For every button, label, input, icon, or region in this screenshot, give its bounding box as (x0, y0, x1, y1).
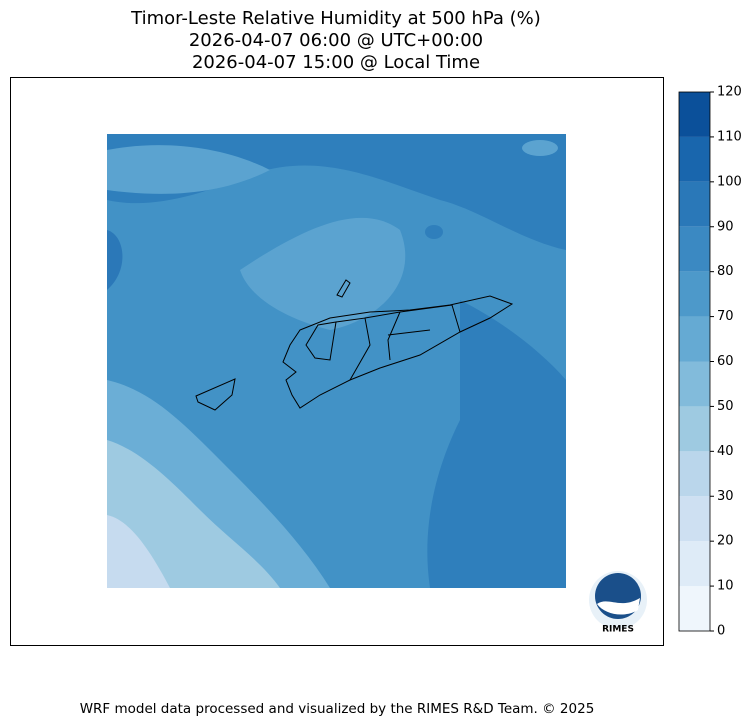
colorbar-bin (679, 406, 710, 452)
logo: RIMES (589, 571, 647, 635)
colorbar-bin (679, 316, 710, 362)
title-line: Timor-Leste Relative Humidity at 500 hPa… (130, 8, 541, 29)
colorbar-tick-label: 60 (717, 354, 734, 369)
colorbar-tick-label: 110 (717, 129, 742, 144)
colorbar-tick-label: 10 (717, 579, 734, 594)
colorbar-bin (679, 181, 710, 227)
colorbar-tick-label: 50 (717, 399, 734, 414)
colorbar-bin (679, 541, 710, 587)
colorbar-bin (679, 496, 710, 542)
humidity-field (107, 134, 566, 588)
title-line: 2026-04-07 06:00 @ UTC+00:00 (189, 30, 483, 51)
colorbar-tick-label: 30 (717, 489, 734, 504)
colorbar-tick-label: 70 (717, 309, 734, 324)
logo-text: RIMES (602, 625, 634, 635)
colorbar-tick-label: 120 (717, 85, 742, 100)
colorbar-bin (679, 92, 710, 137)
colorbar-tick-label: 100 (717, 174, 742, 189)
title-line: 2026-04-07 15:00 @ Local Time (192, 52, 480, 73)
country-borders (195, 279, 514, 411)
colorbar-bin (679, 226, 710, 272)
footer: WRF model data processed and visualized … (80, 701, 595, 717)
colorbar-tick-label: 90 (717, 219, 734, 234)
colorbar-bin (679, 451, 710, 497)
colorbar: 0 10 20 30 40 50 60 70 80 90 100 110 120 (678, 85, 742, 639)
colorbar-bin (679, 361, 710, 407)
colorbar-bin (679, 136, 710, 182)
colorbar-tick-label: 0 (717, 624, 725, 639)
colorbar-tick-label: 20 (717, 534, 734, 549)
colorbar-bin (679, 586, 710, 631)
colorbar-tick-label: 40 (717, 444, 734, 459)
colorbar-bin (679, 271, 710, 317)
colorbar-tick-label: 80 (717, 264, 734, 279)
